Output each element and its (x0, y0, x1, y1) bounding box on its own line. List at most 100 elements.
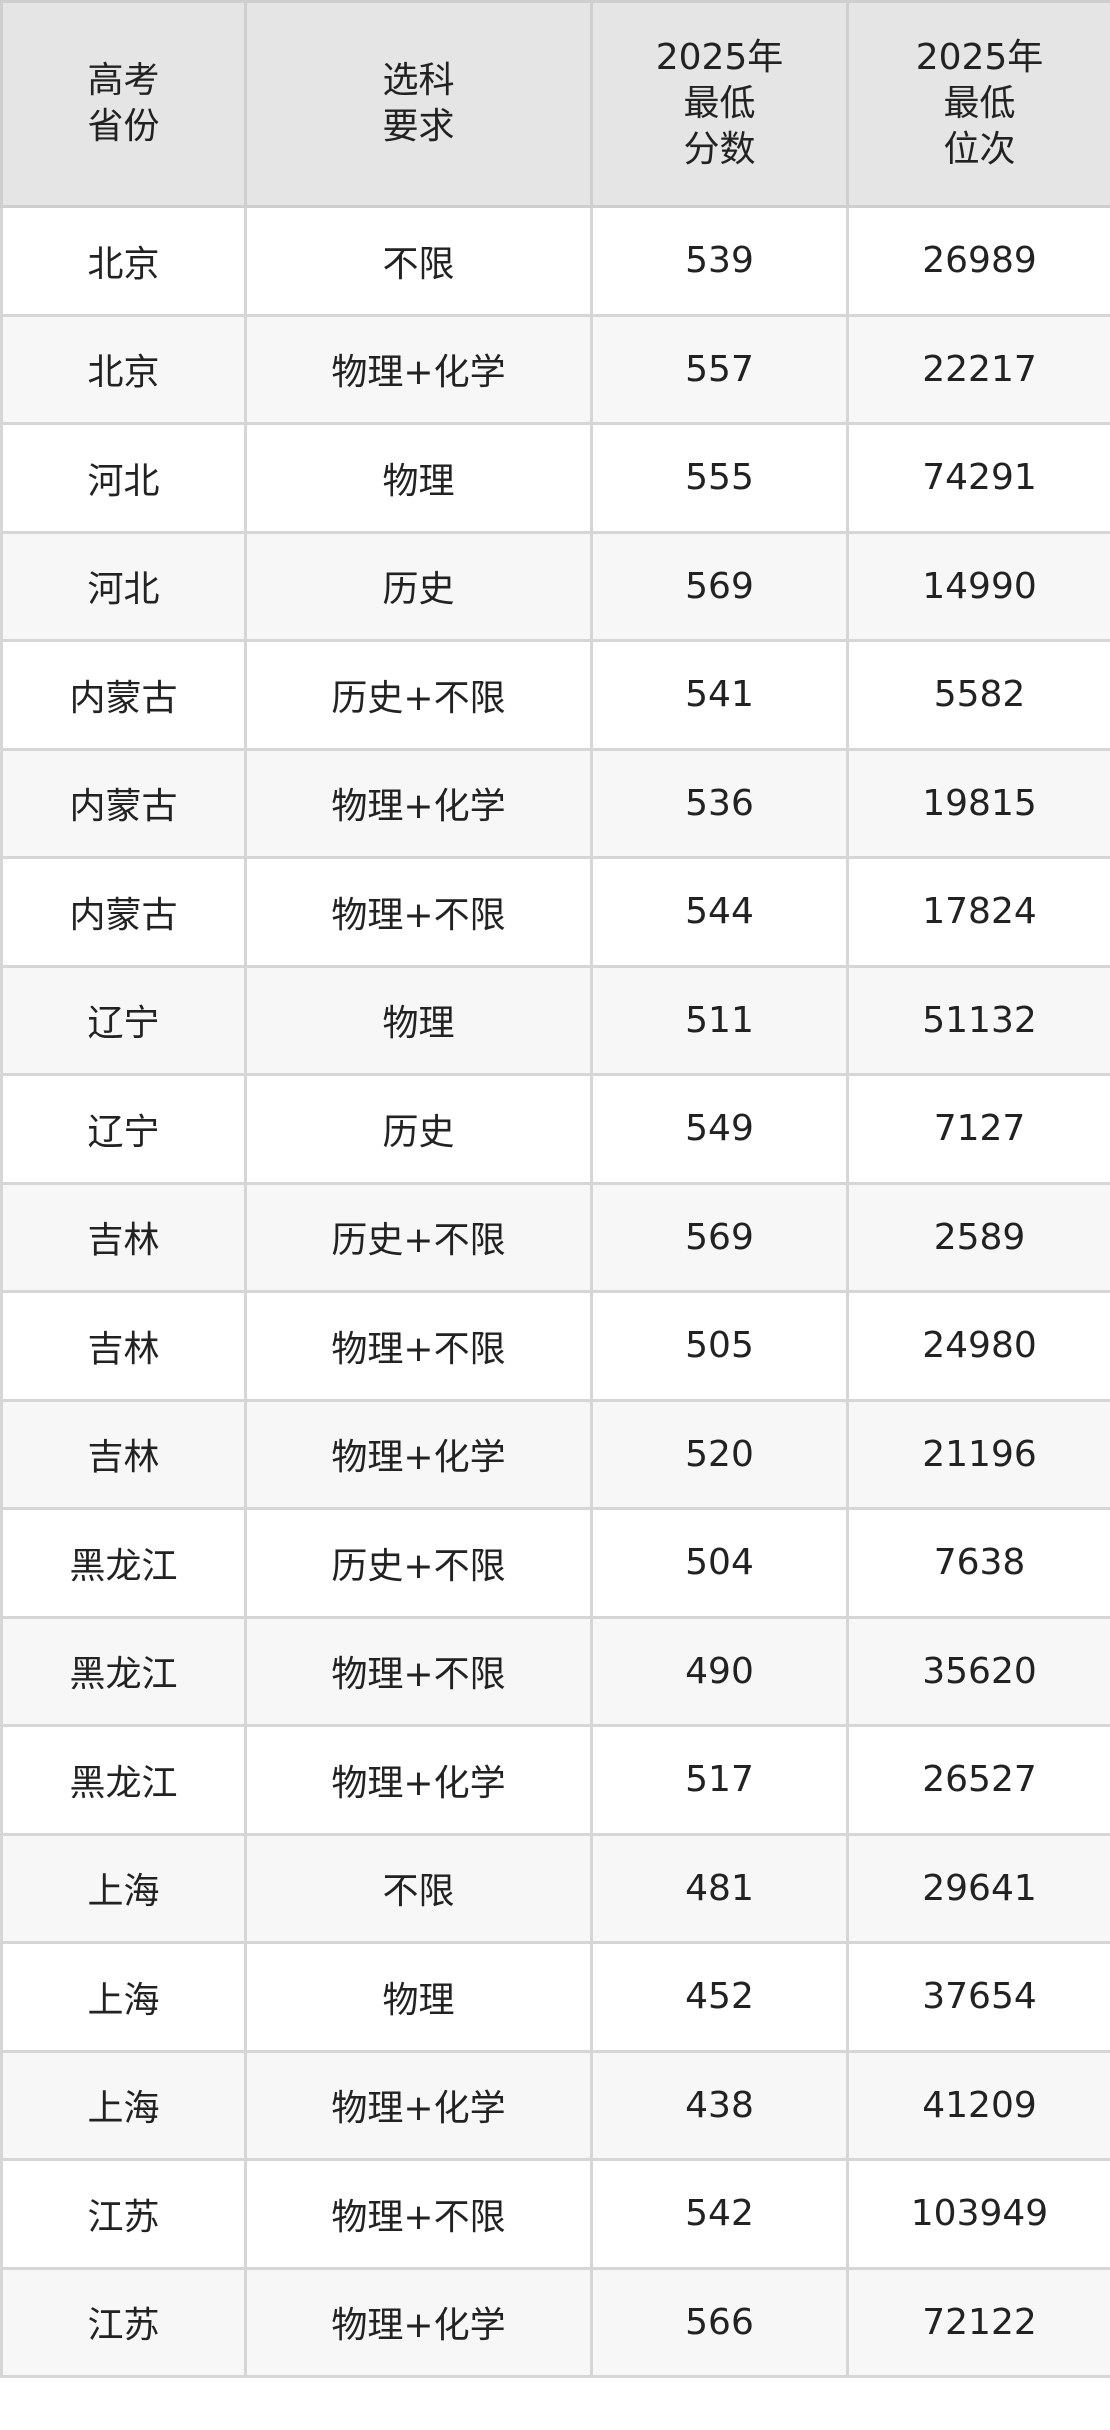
cell-subject-requirement: 历史 (244, 1073, 593, 1185)
header-province: 高考 省份 (0, 0, 247, 208)
cell-min-rank: 5582 (846, 639, 1110, 751)
table-header: 高考 省份 选科 要求 2025年 最低 分数 2025年 最低 位次 (0, 0, 1110, 208)
table-row: 内蒙古 历史+不限 541 5582 (0, 639, 1110, 751)
table-row: 河北 物理 555 74291 (0, 422, 1110, 534)
cell-min-rank: 74291 (846, 422, 1110, 534)
cell-province: 江苏 (0, 2158, 247, 2270)
cell-province: 内蒙古 (0, 747, 247, 859)
cell-province: 北京 (0, 205, 247, 317)
cell-subject-requirement: 不限 (244, 205, 593, 317)
table-row: 辽宁 物理 511 51132 (0, 964, 1110, 1076)
cell-province: 黑龙江 (0, 1507, 247, 1619)
cell-subject-requirement: 物理+化学 (244, 2049, 593, 2161)
table-row: 北京 不限 539 26989 (0, 205, 1110, 317)
cell-province: 上海 (0, 1941, 247, 2053)
table-row: 内蒙古 物理+化学 536 19815 (0, 747, 1110, 859)
table-row: 上海 不限 481 29641 (0, 1832, 1110, 1944)
header-min-rank: 2025年 最低 位次 (846, 0, 1110, 208)
table-row: 内蒙古 物理+不限 544 17824 (0, 856, 1110, 968)
cell-province: 江苏 (0, 2266, 247, 2378)
cell-province: 上海 (0, 1832, 247, 1944)
cell-min-score: 557 (590, 313, 849, 425)
cell-subject-requirement: 物理+化学 (244, 1724, 593, 1836)
cell-min-rank: 14990 (846, 530, 1110, 642)
cell-province: 吉林 (0, 1290, 247, 1402)
cell-subject-requirement: 物理+化学 (244, 2266, 593, 2378)
cell-min-rank: 24980 (846, 1290, 1110, 1402)
cell-subject-requirement: 物理+化学 (244, 747, 593, 859)
cell-min-score: 520 (590, 1398, 849, 1510)
cell-province: 河北 (0, 422, 247, 534)
cell-province: 内蒙古 (0, 856, 247, 968)
cell-min-rank: 103949 (846, 2158, 1110, 2270)
cell-min-score: 511 (590, 964, 849, 1076)
cell-min-score: 539 (590, 205, 849, 317)
header-text-line: 最低 (683, 83, 756, 124)
cell-min-score: 505 (590, 1290, 849, 1402)
header-text-line: 选科 (382, 60, 455, 101)
cell-min-rank: 2589 (846, 1181, 1110, 1293)
cell-province: 上海 (0, 2049, 247, 2161)
cell-min-rank: 35620 (846, 1615, 1110, 1727)
cell-min-rank: 7638 (846, 1507, 1110, 1619)
table-row: 黑龙江 物理+化学 517 26527 (0, 1724, 1110, 1836)
header-text-line: 高考 (87, 60, 160, 101)
cell-province: 吉林 (0, 1398, 247, 1510)
cell-min-rank: 26989 (846, 205, 1110, 317)
cell-min-rank: 26527 (846, 1724, 1110, 1836)
cell-min-rank: 72122 (846, 2266, 1110, 2378)
cell-min-score: 555 (590, 422, 849, 534)
cell-min-score: 490 (590, 1615, 849, 1727)
cell-province: 河北 (0, 530, 247, 642)
table-row: 吉林 物理+不限 505 24980 (0, 1290, 1110, 1402)
cell-subject-requirement: 不限 (244, 1832, 593, 1944)
cell-min-score: 569 (590, 530, 849, 642)
table-row: 北京 物理+化学 557 22217 (0, 313, 1110, 425)
cell-min-rank: 41209 (846, 2049, 1110, 2161)
cell-min-rank: 37654 (846, 1941, 1110, 2053)
header-text-line: 分数 (683, 129, 756, 170)
table-row: 江苏 物理+不限 542 103949 (0, 2158, 1110, 2270)
header-subject-requirement: 选科 要求 (244, 0, 593, 208)
cell-province: 黑龙江 (0, 1615, 247, 1727)
cell-min-score: 541 (590, 639, 849, 751)
table-row: 上海 物理 452 37654 (0, 1941, 1110, 2053)
cell-subject-requirement: 物理 (244, 1941, 593, 2053)
cell-min-score: 438 (590, 2049, 849, 2161)
cell-subject-requirement: 物理+不限 (244, 856, 593, 968)
header-text-line: 2025年 (655, 37, 784, 78)
table-row: 吉林 历史+不限 569 2589 (0, 1181, 1110, 1293)
cell-min-score: 542 (590, 2158, 849, 2270)
cell-subject-requirement: 物理+不限 (244, 2158, 593, 2270)
cell-min-score: 566 (590, 2266, 849, 2378)
cell-subject-requirement: 物理+化学 (244, 313, 593, 425)
cell-province: 吉林 (0, 1181, 247, 1293)
cell-min-score: 536 (590, 747, 849, 859)
cell-min-score: 504 (590, 1507, 849, 1619)
cell-min-score: 481 (590, 1832, 849, 1944)
cell-subject-requirement: 历史 (244, 530, 593, 642)
table-row: 江苏 物理+化学 566 72122 (0, 2266, 1110, 2378)
cell-min-rank: 17824 (846, 856, 1110, 968)
cell-province: 辽宁 (0, 1073, 247, 1185)
cell-subject-requirement: 历史+不限 (244, 1507, 593, 1619)
cell-province: 黑龙江 (0, 1724, 247, 1836)
cell-min-score: 452 (590, 1941, 849, 2053)
cell-min-score: 517 (590, 1724, 849, 1836)
cell-subject-requirement: 物理+不限 (244, 1615, 593, 1727)
admission-scores-table: 高考 省份 选科 要求 2025年 最低 分数 2025年 最低 位次 北京 不限 539 26989 北… (0, 0, 1110, 2378)
header-text-line: 要求 (382, 106, 455, 147)
header-min-score: 2025年最低分数 (590, 0, 849, 208)
cell-subject-requirement: 物理 (244, 422, 593, 534)
cell-subject-requirement: 物理+化学 (244, 1398, 593, 1510)
cell-province: 辽宁 (0, 964, 247, 1076)
cell-min-rank: 22217 (846, 313, 1110, 425)
cell-province: 北京 (0, 313, 247, 425)
header-text-line: 最低 (943, 83, 1016, 124)
cell-subject-requirement: 物理+不限 (244, 1290, 593, 1402)
table-row: 辽宁 历史 549 7127 (0, 1073, 1110, 1185)
cell-province: 内蒙古 (0, 639, 247, 751)
header-row: 高考 省份 选科 要求 2025年 最低 分数 2025年 最低 位次 (0, 0, 1110, 208)
cell-min-score: 544 (590, 856, 849, 968)
cell-min-score: 569 (590, 1181, 849, 1293)
